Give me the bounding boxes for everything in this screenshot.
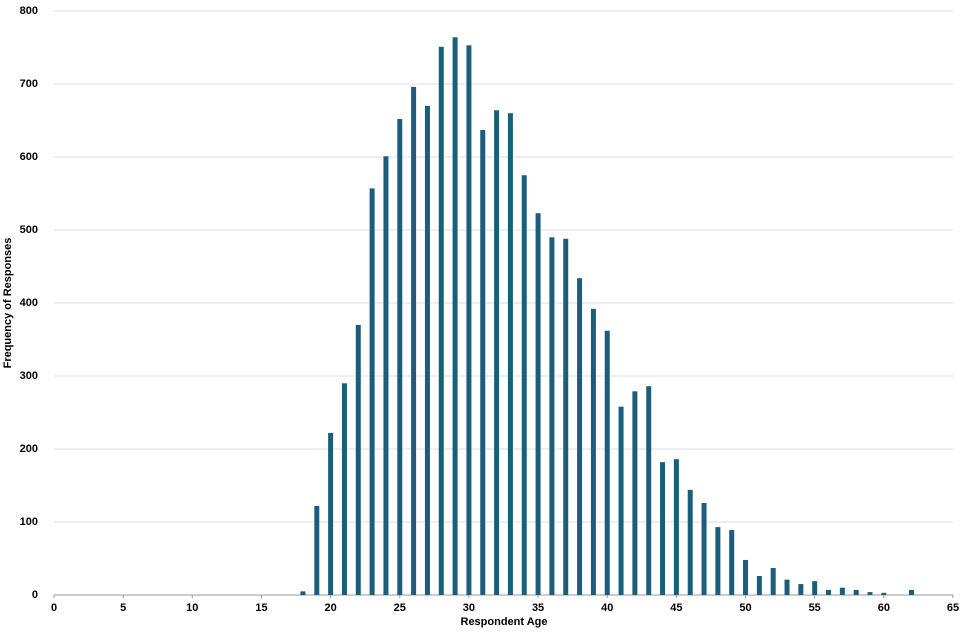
bar	[314, 505, 320, 595]
y-tick-label: 600	[20, 151, 38, 163]
x-tick-label: 45	[670, 602, 682, 614]
bar	[743, 559, 749, 595]
y-axis-title: Frequency of Responses	[2, 238, 14, 369]
x-tick-label: 0	[51, 602, 57, 614]
bar	[660, 462, 666, 595]
bar	[715, 527, 721, 595]
bar	[300, 591, 306, 595]
bar	[701, 503, 707, 595]
bar	[646, 386, 652, 595]
bar	[673, 459, 679, 595]
y-tick-label: 400	[20, 297, 38, 309]
y-tick-label: 100	[20, 516, 38, 528]
bar	[881, 592, 887, 595]
bar	[604, 330, 610, 595]
bar	[826, 589, 832, 595]
bar	[369, 188, 375, 595]
bar	[411, 86, 417, 596]
bar	[438, 46, 444, 595]
bar	[466, 45, 472, 596]
bar	[812, 581, 818, 595]
bar	[784, 579, 790, 595]
y-tick-label: 700	[20, 78, 38, 90]
x-tick-label: 20	[324, 602, 336, 614]
bar	[328, 432, 334, 595]
bar	[452, 37, 458, 595]
y-tick-label: 200	[20, 443, 38, 455]
x-axis-title: Respondent Age	[461, 616, 548, 628]
bar	[535, 213, 541, 595]
bar	[355, 324, 361, 595]
bar	[798, 584, 804, 595]
bar	[632, 391, 638, 595]
bar	[839, 587, 845, 595]
x-tick-label: 5	[120, 602, 126, 614]
y-tick-label: 0	[32, 589, 38, 601]
y-tick-label: 300	[20, 370, 38, 382]
bar	[383, 156, 389, 595]
bar	[480, 129, 486, 596]
x-tick-label: 15	[255, 602, 267, 614]
x-tick-label: 10	[186, 602, 198, 614]
bar	[909, 589, 915, 595]
bar	[867, 592, 873, 595]
x-tick-label: 40	[601, 602, 613, 614]
bar	[507, 113, 513, 595]
bar	[424, 105, 430, 596]
bar	[756, 576, 762, 595]
bar	[549, 237, 555, 596]
bar	[729, 530, 735, 595]
y-tick-label: 800	[20, 5, 38, 17]
x-tick-label: 65	[947, 602, 959, 614]
bar	[521, 175, 527, 595]
x-tick-label: 30	[463, 602, 475, 614]
bar	[770, 567, 776, 595]
bar	[618, 406, 624, 595]
y-tick-label: 500	[20, 224, 38, 236]
x-tick-label: 25	[394, 602, 406, 614]
bar	[590, 308, 596, 595]
bar	[853, 589, 859, 595]
bar	[397, 119, 403, 595]
bar	[577, 278, 583, 595]
bar	[563, 238, 569, 595]
bar	[341, 383, 347, 595]
x-tick-label: 35	[532, 602, 544, 614]
bar	[494, 110, 500, 595]
x-tick-label: 50	[739, 602, 751, 614]
x-tick-label: 55	[809, 602, 821, 614]
x-tick-label: 60	[878, 602, 890, 614]
bar	[687, 489, 693, 595]
